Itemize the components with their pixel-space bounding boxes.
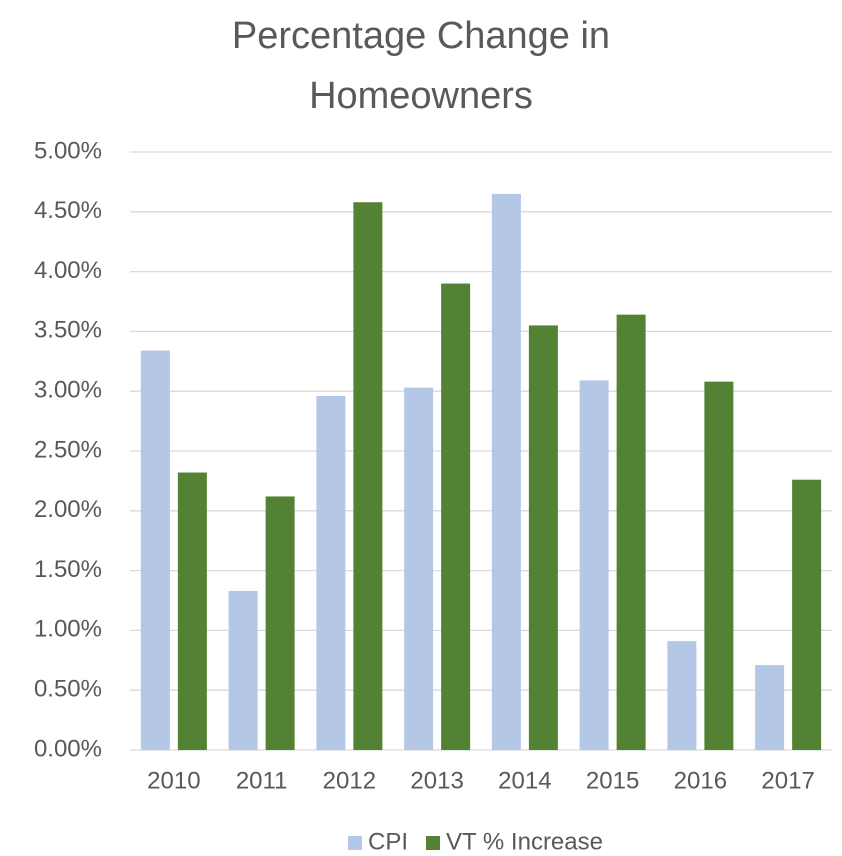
legend-label: VT % Increase — [446, 828, 603, 855]
bar — [616, 314, 646, 750]
bar — [228, 590, 258, 750]
y-tick-label: 0.00% — [34, 735, 102, 762]
bar — [667, 641, 697, 750]
bar — [491, 193, 521, 751]
bar — [792, 479, 822, 750]
y-tick-label: 3.00% — [34, 377, 102, 404]
bar — [316, 395, 346, 750]
legend-swatch — [348, 836, 362, 850]
bar — [140, 350, 170, 750]
bar — [704, 381, 734, 750]
x-tick-label: 2012 — [323, 767, 376, 794]
x-tick-label: 2011 — [236, 767, 288, 794]
y-tick-label: 3.50% — [34, 317, 102, 344]
legend-label: CPI — [368, 828, 408, 855]
y-tick-label: 5.00% — [34, 137, 102, 164]
x-tick-label: 2014 — [498, 767, 551, 794]
bar — [353, 202, 383, 750]
y-tick-label: 4.00% — [34, 257, 102, 284]
x-tick-label: 2013 — [410, 767, 463, 794]
bar — [441, 283, 471, 750]
bar — [404, 387, 434, 750]
x-tick-label: 2016 — [674, 767, 727, 794]
bar — [579, 380, 609, 750]
bar — [177, 472, 207, 750]
y-tick-label: 1.00% — [34, 616, 102, 643]
y-tick-label: 0.50% — [34, 676, 102, 703]
y-tick-label: 2.50% — [34, 436, 102, 463]
bar — [755, 665, 785, 750]
bar — [265, 496, 295, 750]
x-tick-label: 2015 — [586, 767, 639, 794]
x-tick-label: 2010 — [147, 767, 200, 794]
y-tick-label: 2.00% — [34, 496, 102, 523]
y-tick-label: 4.50% — [34, 197, 102, 224]
bar — [528, 325, 558, 750]
chart-title: Percentage Change in Homeowners — [231, 15, 611, 117]
legend-swatch — [426, 836, 441, 850]
y-tick-label: 1.50% — [34, 556, 102, 583]
x-tick-label: 2017 — [761, 767, 814, 794]
